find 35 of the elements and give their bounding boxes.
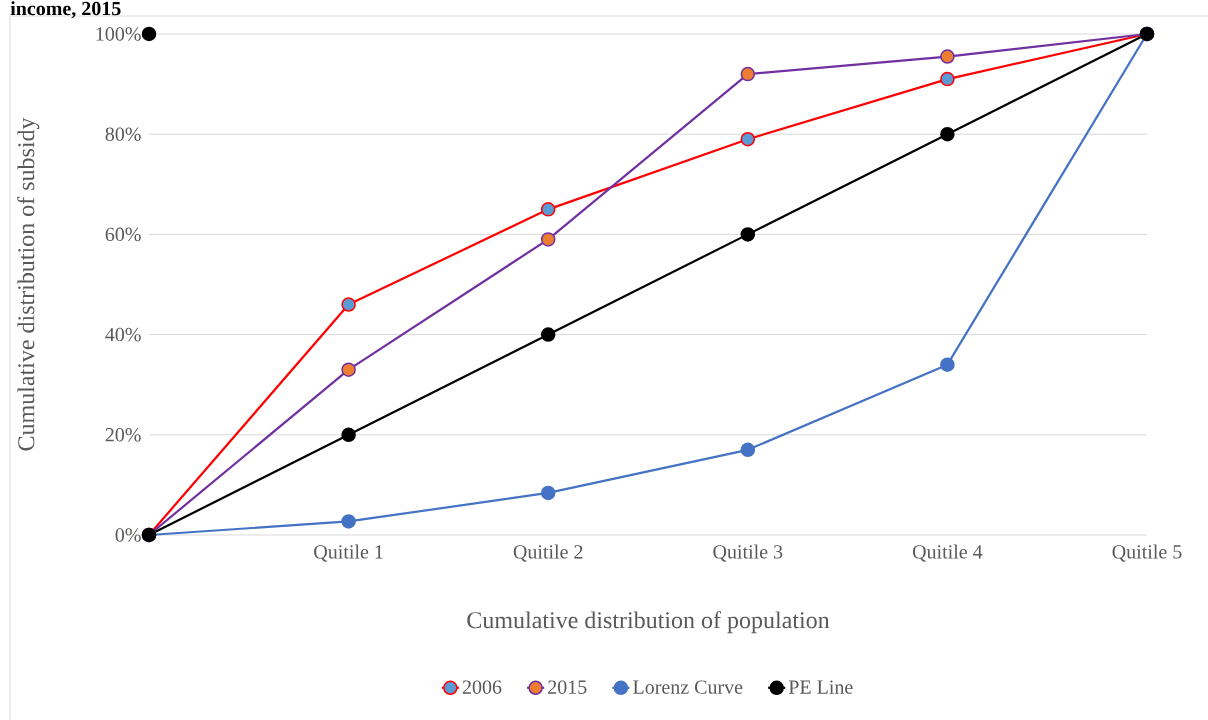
legend-label: 2015 <box>548 680 587 694</box>
point <box>540 485 556 501</box>
point <box>141 26 157 42</box>
point <box>341 362 356 377</box>
point <box>341 514 356 529</box>
point <box>740 66 756 82</box>
x-tick-label: Quitile 1 <box>314 544 383 562</box>
point <box>740 131 756 147</box>
point <box>540 327 556 342</box>
point <box>341 297 356 312</box>
x-tick-label: Quitile 3 <box>713 544 783 562</box>
point <box>540 232 556 247</box>
point <box>940 126 955 142</box>
y-tick-label: 40% <box>105 327 141 342</box>
point <box>740 442 756 458</box>
chart-title: income, 2015 <box>10 1 121 19</box>
legend-label: Lorenz Curve <box>633 680 743 694</box>
y-tick-label: 60% <box>105 227 141 242</box>
point <box>341 427 356 443</box>
point <box>940 71 955 87</box>
point <box>940 49 955 64</box>
x-axis-title: Cumulative distribution of population <box>467 611 830 634</box>
y-tick-label: 100% <box>96 27 141 41</box>
x-tick-label: Quitile 5 <box>1112 544 1182 562</box>
legend-label: 2006 <box>462 680 502 694</box>
y-tick-label: 20% <box>105 428 141 442</box>
y-tick-label: 0% <box>115 528 141 542</box>
legend-label: PE Line <box>788 680 853 694</box>
point <box>540 202 556 217</box>
point <box>740 227 756 242</box>
y-tick-label: 80% <box>105 127 141 141</box>
point <box>940 357 955 372</box>
x-tick-label: Quitile 2 <box>513 544 583 562</box>
y-axis-title: Cumulative distribution of subsidy <box>17 117 40 451</box>
x-tick-label: Quitile 4 <box>912 544 983 562</box>
